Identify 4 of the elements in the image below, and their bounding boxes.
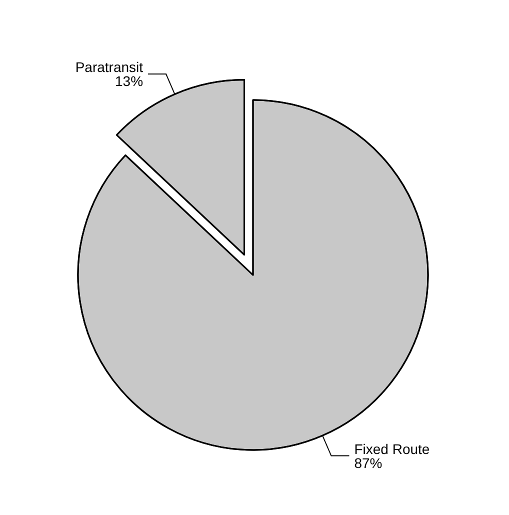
data-label: 13%	[114, 73, 144, 90]
slice-label: Fixed Route	[354, 440, 430, 457]
data-label: 87%	[354, 454, 382, 471]
slice-label: Paratransit	[75, 59, 144, 76]
